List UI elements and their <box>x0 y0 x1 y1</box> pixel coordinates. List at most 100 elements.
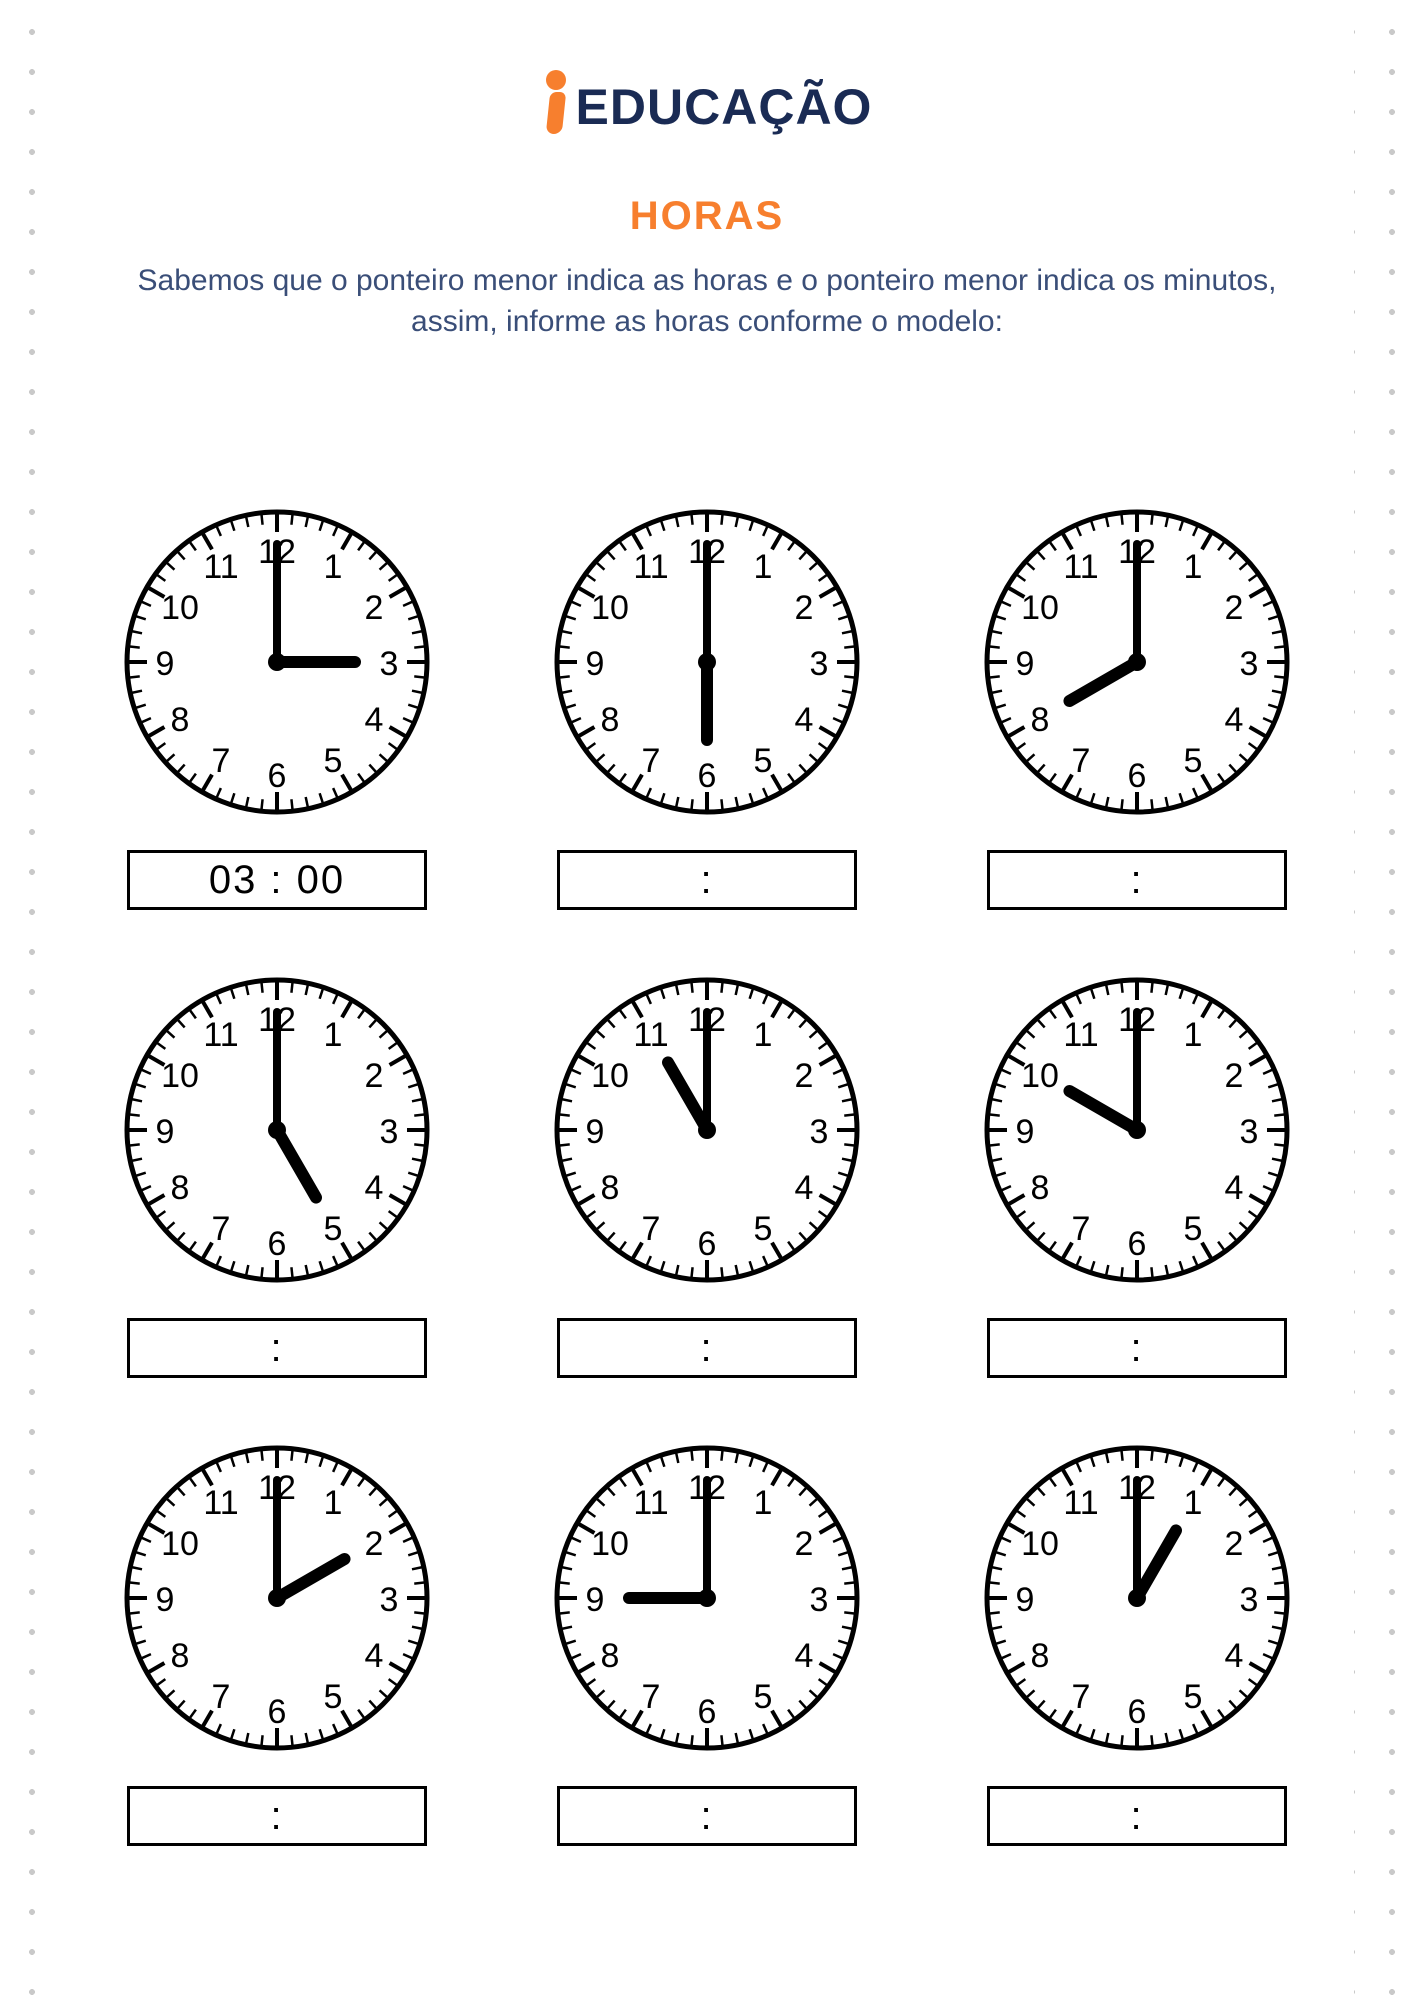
clock-face: 123456789101112 <box>117 502 437 822</box>
answer-box[interactable]: : <box>557 1318 857 1378</box>
svg-text:3: 3 <box>380 1113 399 1151</box>
svg-text:9: 9 <box>1016 1581 1035 1619</box>
svg-text:6: 6 <box>1128 757 1147 795</box>
svg-text:1: 1 <box>1184 1484 1203 1522</box>
svg-text:4: 4 <box>1225 1169 1244 1207</box>
svg-text:8: 8 <box>171 1637 190 1675</box>
answer-box[interactable]: : <box>987 1318 1287 1378</box>
svg-text:1: 1 <box>1184 1016 1203 1054</box>
answer-box[interactable]: : <box>127 1786 427 1846</box>
svg-text:3: 3 <box>1240 1113 1259 1151</box>
clock-cell: 123456789101112: <box>107 1438 447 1846</box>
clock-cell: 123456789101112: <box>537 970 877 1378</box>
svg-text:4: 4 <box>365 701 384 739</box>
svg-text:7: 7 <box>212 1678 231 1716</box>
svg-text:10: 10 <box>591 1525 629 1563</box>
svg-text:3: 3 <box>810 1113 829 1151</box>
svg-text:6: 6 <box>268 1693 287 1731</box>
svg-text:10: 10 <box>591 589 629 627</box>
logo-i-icon <box>542 70 570 134</box>
svg-text:9: 9 <box>1016 645 1035 683</box>
svg-text:8: 8 <box>171 1169 190 1207</box>
svg-text:8: 8 <box>1031 701 1050 739</box>
svg-text:1: 1 <box>324 1484 343 1522</box>
svg-text:4: 4 <box>795 701 814 739</box>
answer-box[interactable]: 03 : 00 <box>127 850 427 910</box>
svg-text:2: 2 <box>1225 1057 1244 1095</box>
logo: EDUCAÇÃO <box>542 70 873 134</box>
svg-text:10: 10 <box>1021 1525 1059 1563</box>
logo-text: EDUCAÇÃO <box>576 82 873 134</box>
answer-box[interactable]: : <box>987 1786 1287 1846</box>
svg-text:3: 3 <box>1240 645 1259 683</box>
svg-text:6: 6 <box>698 1225 717 1263</box>
answer-box[interactable]: : <box>557 1786 857 1846</box>
svg-text:1: 1 <box>324 548 343 586</box>
svg-text:11: 11 <box>633 548 668 586</box>
answer-box[interactable]: : <box>127 1318 427 1378</box>
svg-text:5: 5 <box>1184 742 1203 780</box>
svg-text:9: 9 <box>586 1113 605 1151</box>
clock-face: 123456789101112 <box>977 1438 1297 1758</box>
clock-cell: 123456789101112: <box>107 970 447 1378</box>
svg-text:8: 8 <box>1031 1637 1050 1675</box>
svg-text:8: 8 <box>601 701 620 739</box>
svg-text:5: 5 <box>754 742 773 780</box>
svg-text:3: 3 <box>380 1581 399 1619</box>
svg-text:5: 5 <box>754 1678 773 1716</box>
svg-text:6: 6 <box>268 757 287 795</box>
clock-face: 123456789101112 <box>977 970 1297 1290</box>
svg-text:3: 3 <box>810 645 829 683</box>
svg-text:5: 5 <box>324 1678 343 1716</box>
svg-text:7: 7 <box>212 742 231 780</box>
clock-face: 123456789101112 <box>547 1438 867 1758</box>
svg-text:5: 5 <box>1184 1678 1203 1716</box>
svg-text:6: 6 <box>268 1225 287 1263</box>
logo-container: EDUCAÇÃO <box>60 0 1354 134</box>
svg-text:10: 10 <box>161 589 199 627</box>
svg-text:9: 9 <box>156 1581 175 1619</box>
svg-text:7: 7 <box>1072 1210 1091 1248</box>
svg-text:5: 5 <box>324 742 343 780</box>
svg-text:6: 6 <box>698 757 717 795</box>
svg-text:8: 8 <box>171 701 190 739</box>
svg-text:2: 2 <box>365 1525 384 1563</box>
svg-text:2: 2 <box>1225 589 1244 627</box>
clock-cell: 123456789101112: <box>537 1438 877 1846</box>
svg-text:9: 9 <box>1016 1113 1035 1151</box>
svg-text:4: 4 <box>365 1169 384 1207</box>
svg-text:3: 3 <box>1240 1581 1259 1619</box>
answer-box[interactable]: : <box>987 850 1287 910</box>
svg-text:4: 4 <box>365 1637 384 1675</box>
svg-text:11: 11 <box>203 1484 238 1522</box>
svg-text:11: 11 <box>1063 548 1098 586</box>
svg-text:9: 9 <box>586 645 605 683</box>
clock-grid: 12345678910111203 : 00123456789101112:12… <box>60 502 1354 1846</box>
svg-text:8: 8 <box>601 1169 620 1207</box>
svg-text:10: 10 <box>161 1525 199 1563</box>
svg-text:2: 2 <box>1225 1525 1244 1563</box>
clock-face: 123456789101112 <box>117 1438 437 1758</box>
svg-text:8: 8 <box>601 1637 620 1675</box>
svg-text:3: 3 <box>380 645 399 683</box>
svg-text:9: 9 <box>156 645 175 683</box>
clock-face: 123456789101112 <box>117 970 437 1290</box>
svg-text:1: 1 <box>754 1484 773 1522</box>
page-title: HORAS <box>60 194 1354 239</box>
svg-text:9: 9 <box>586 1581 605 1619</box>
worksheet-page: EDUCAÇÃO HORAS Sabemos que o ponteiro me… <box>60 0 1354 2000</box>
answer-box[interactable]: : <box>557 850 857 910</box>
svg-text:3: 3 <box>810 1581 829 1619</box>
clock-face: 123456789101112 <box>977 502 1297 822</box>
svg-text:6: 6 <box>698 1693 717 1731</box>
svg-text:1: 1 <box>324 1016 343 1054</box>
svg-text:2: 2 <box>365 589 384 627</box>
svg-text:4: 4 <box>1225 1637 1244 1675</box>
clock-face: 123456789101112 <box>547 970 867 1290</box>
svg-text:9: 9 <box>156 1113 175 1151</box>
svg-text:5: 5 <box>1184 1210 1203 1248</box>
svg-text:6: 6 <box>1128 1225 1147 1263</box>
svg-text:7: 7 <box>642 1678 661 1716</box>
svg-text:7: 7 <box>642 1210 661 1248</box>
svg-text:11: 11 <box>203 548 238 586</box>
